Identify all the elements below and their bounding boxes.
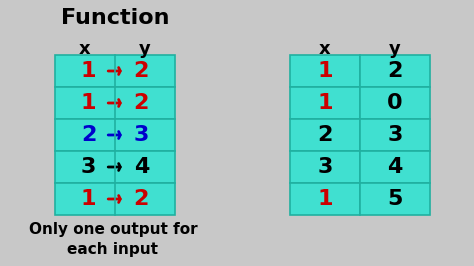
Text: 2: 2 xyxy=(134,93,149,113)
Text: 3: 3 xyxy=(387,125,403,145)
Text: x: x xyxy=(79,40,91,58)
Bar xyxy=(55,55,175,87)
Text: 4: 4 xyxy=(134,157,149,177)
Text: Function: Function xyxy=(61,8,169,28)
Bar xyxy=(290,119,360,151)
Text: 2: 2 xyxy=(387,61,403,81)
Text: 1: 1 xyxy=(317,61,333,81)
Text: 1: 1 xyxy=(317,93,333,113)
Text: 4: 4 xyxy=(387,157,403,177)
Bar xyxy=(290,55,360,87)
Text: 1: 1 xyxy=(81,93,96,113)
Bar xyxy=(55,151,175,183)
Text: Only one output for
each input: Only one output for each input xyxy=(29,222,197,257)
Text: 2: 2 xyxy=(81,125,96,145)
Text: 5: 5 xyxy=(387,189,403,209)
Text: 2: 2 xyxy=(317,125,333,145)
Bar xyxy=(290,87,360,119)
Bar xyxy=(360,151,430,183)
Text: 3: 3 xyxy=(81,157,96,177)
Text: 0: 0 xyxy=(387,93,403,113)
Bar xyxy=(55,87,175,119)
Bar xyxy=(290,183,360,215)
Text: y: y xyxy=(389,40,401,58)
Text: 1: 1 xyxy=(317,189,333,209)
Text: 3: 3 xyxy=(134,125,149,145)
Text: 2: 2 xyxy=(134,61,149,81)
Bar xyxy=(360,183,430,215)
Bar xyxy=(360,119,430,151)
Bar xyxy=(55,183,175,215)
Bar xyxy=(55,119,175,151)
Bar xyxy=(360,87,430,119)
Text: 3: 3 xyxy=(317,157,333,177)
Text: y: y xyxy=(139,40,151,58)
Bar xyxy=(290,151,360,183)
Text: 2: 2 xyxy=(134,189,149,209)
Text: 1: 1 xyxy=(81,189,96,209)
Text: x: x xyxy=(319,40,331,58)
Text: 1: 1 xyxy=(81,61,96,81)
Bar xyxy=(360,55,430,87)
